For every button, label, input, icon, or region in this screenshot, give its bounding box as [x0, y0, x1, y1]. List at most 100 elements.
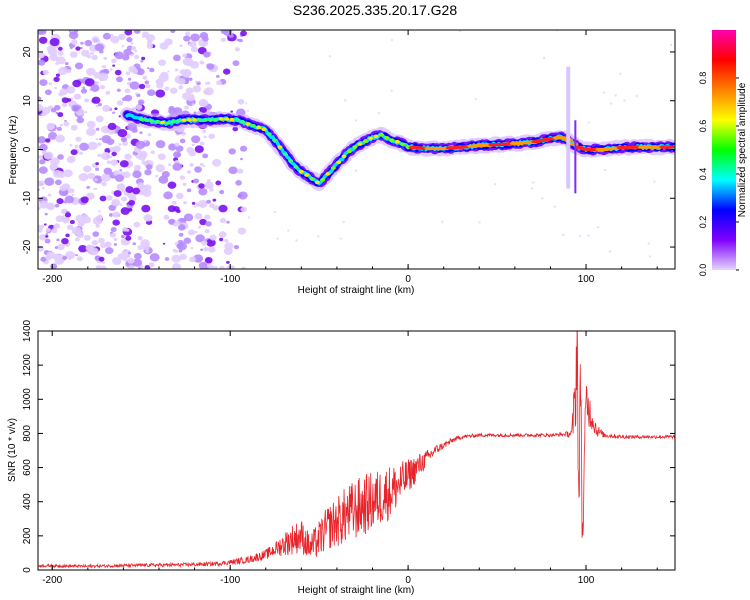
noise-blob [128, 65, 137, 73]
x-tick-label: -100 [220, 274, 240, 285]
noise-blob [38, 96, 42, 102]
noise-blob [149, 253, 160, 262]
noise-blob [55, 215, 64, 223]
noise-blob [134, 92, 139, 95]
noise-blob [101, 152, 111, 161]
noise-blob [113, 243, 118, 246]
noise-blob [111, 151, 117, 157]
noise-speck [276, 237, 279, 240]
noise-blob [79, 46, 83, 50]
noise-blob [157, 153, 166, 160]
noise-blob [222, 68, 231, 75]
noise-blob [197, 225, 202, 229]
noise-speck [619, 72, 622, 76]
noise-speck [478, 221, 481, 224]
noise-blob [38, 206, 41, 211]
spectrogram-x-ticks: -200 -100 0 100 [42, 30, 658, 285]
noise-blob [94, 178, 98, 182]
y-tick-label: 400 [22, 493, 33, 510]
noise-blob [56, 56, 66, 65]
noise-blob [181, 70, 191, 78]
noise-speck [339, 237, 342, 240]
noise-blob [70, 149, 78, 156]
ridge-peak [664, 145, 675, 149]
noise-blob [167, 205, 176, 213]
noise-blob [215, 74, 220, 78]
noise-blob [237, 191, 248, 200]
noise-blob [240, 30, 247, 37]
noise-blob [199, 107, 207, 114]
y-tick-label: 20 [22, 46, 33, 58]
noise-blob [174, 142, 180, 147]
noise-blob [209, 188, 214, 192]
noise-blob [132, 187, 141, 195]
noise-blob [54, 246, 59, 249]
noise-blob [237, 168, 244, 174]
ridge-peak [224, 117, 230, 121]
noise-blob [177, 224, 186, 231]
noise-blob [240, 206, 247, 213]
noise-speck [287, 229, 290, 232]
noise-blob [134, 49, 138, 53]
noise-blob [59, 88, 68, 96]
noise-blob [159, 42, 169, 50]
noise-blob [58, 66, 68, 76]
noise-blob [77, 221, 84, 227]
noise-blob [57, 50, 64, 56]
noise-blob [132, 170, 142, 179]
noise-blob [48, 126, 53, 130]
noise-blob [141, 204, 151, 213]
noise-blob [89, 52, 93, 56]
colorbar-tick-label: 0.6 [698, 120, 708, 133]
noise-blob [74, 237, 80, 242]
noise-blob [71, 193, 75, 196]
noise-blob [207, 179, 211, 183]
ridge-peak [250, 123, 256, 128]
noise-blob [102, 32, 112, 40]
noise-blob [194, 212, 203, 220]
noise-blob [80, 88, 88, 94]
noise-blob [184, 105, 189, 110]
ridge-peak [213, 117, 219, 122]
noise-speck [653, 180, 656, 183]
noise-blob [44, 223, 47, 226]
noise-blob [47, 193, 52, 197]
noise-blob [173, 54, 181, 62]
noise-blob [124, 153, 132, 160]
noise-blob [88, 247, 99, 256]
noise-blob [132, 258, 143, 267]
noise-blob [114, 174, 125, 182]
noise-blob [127, 265, 135, 269]
noise-blob [143, 139, 147, 143]
noise-blob [226, 260, 230, 264]
noise-blob [162, 242, 166, 245]
noise-blob [109, 68, 113, 71]
noise-blob [226, 220, 230, 224]
noise-blob [86, 54, 92, 59]
noise-blob [72, 79, 82, 88]
x-tick-label: -200 [42, 274, 62, 285]
noise-blob [114, 107, 118, 111]
noise-blob [55, 134, 65, 143]
noise-blob [92, 216, 103, 225]
noise-blob [128, 199, 135, 206]
figure-title: S236.2025.335.20.17.G28 [292, 2, 458, 18]
noise-blob [124, 30, 133, 36]
noise-blob [195, 80, 198, 84]
ridge-peak [368, 136, 374, 141]
noise-blob [125, 71, 131, 76]
noise-blob [116, 76, 123, 83]
ridge-peak [181, 118, 187, 122]
ridge-peak [202, 118, 208, 122]
noise-blob [139, 191, 144, 196]
spectrogram-x-label: Height of straight line (km) [298, 285, 415, 296]
noise-blob [144, 80, 150, 85]
noise-blob [239, 145, 248, 152]
ridge-peak [336, 160, 342, 164]
noise-blob [179, 138, 186, 144]
noise-speck [596, 226, 600, 229]
noise-blob [70, 97, 74, 100]
ridge-peak [373, 134, 379, 139]
noise-blob [204, 81, 209, 85]
noise-blob [199, 141, 205, 146]
